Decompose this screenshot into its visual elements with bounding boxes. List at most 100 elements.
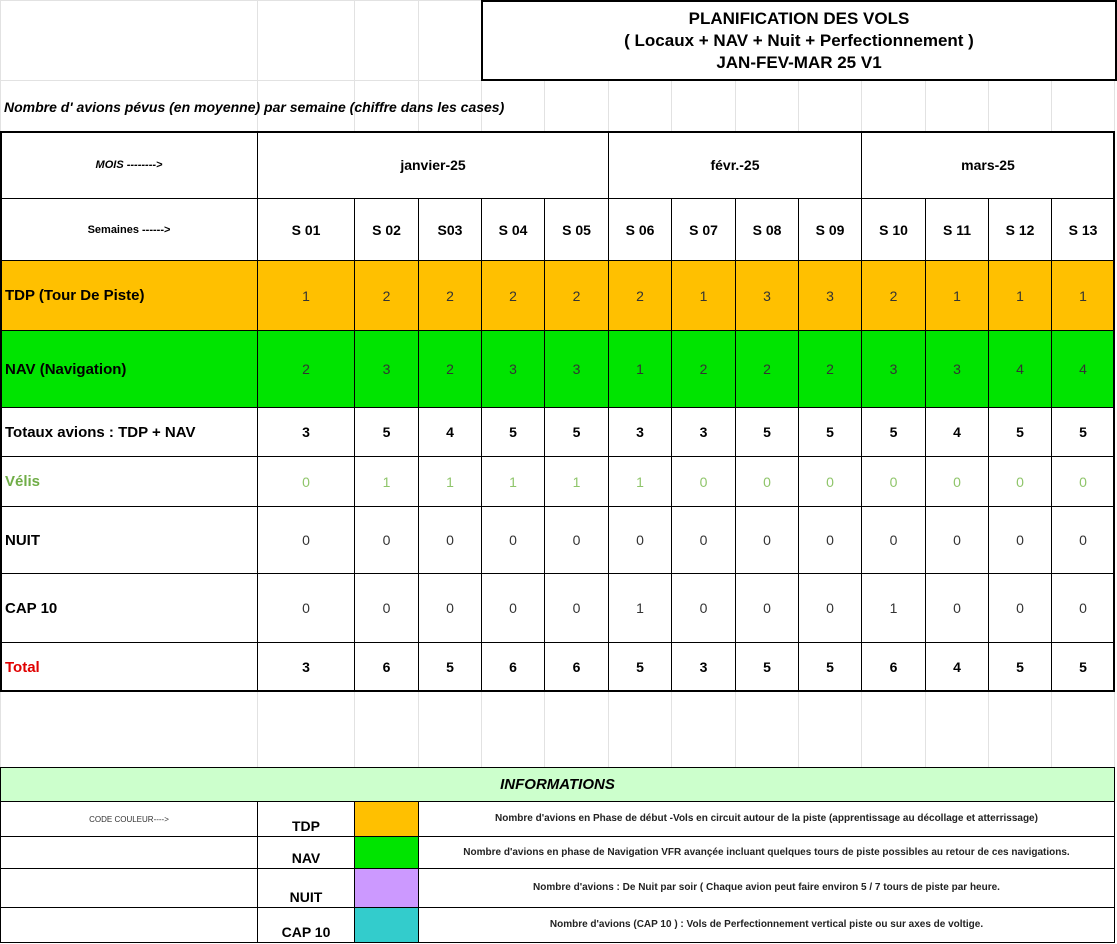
color-swatch xyxy=(354,836,419,869)
value-cell: 3 xyxy=(257,642,355,692)
value-cell: 0 xyxy=(861,456,926,507)
value-cell: 0 xyxy=(481,506,545,574)
title-box: PLANIFICATION DES VOLS( Locaux + NAV + N… xyxy=(481,0,1117,81)
row-label: CAP 10 xyxy=(0,573,258,643)
value-cell: 5 xyxy=(354,407,419,457)
value-cell: 6 xyxy=(544,642,609,692)
value-cell: 4 xyxy=(925,407,989,457)
grid-cell xyxy=(735,691,799,768)
value-cell: 1 xyxy=(1051,260,1115,331)
grid-cell xyxy=(798,80,862,132)
grid-cell xyxy=(671,691,736,768)
color-swatch xyxy=(354,868,419,908)
title-line: JAN-FEV-MAR 25 V1 xyxy=(716,52,882,72)
title-line: PLANIFICATION DES VOLS xyxy=(688,8,910,28)
value-cell: 0 xyxy=(925,456,989,507)
value-cell: 5 xyxy=(418,642,482,692)
value-cell: 1 xyxy=(861,573,926,643)
value-cell: 1 xyxy=(608,573,672,643)
week: S03 xyxy=(418,198,482,261)
grid-cell xyxy=(354,691,419,768)
week: S 09 xyxy=(798,198,862,261)
info-name: TDP xyxy=(257,801,355,837)
value-cell: 0 xyxy=(988,506,1052,574)
value-cell: 2 xyxy=(481,260,545,331)
value-cell: 5 xyxy=(798,407,862,457)
value-cell: 2 xyxy=(257,330,355,408)
value-cell: 0 xyxy=(988,456,1052,507)
row-label: NAV (Navigation) xyxy=(0,330,258,408)
info-name: NUIT xyxy=(257,868,355,908)
value-cell: 6 xyxy=(861,642,926,692)
value-cell: 1 xyxy=(925,260,989,331)
grid-cell xyxy=(418,0,482,81)
month-label: MOIS --------> xyxy=(0,131,258,199)
grid-cell xyxy=(481,691,545,768)
value-cell: 6 xyxy=(354,642,419,692)
value-cell: 0 xyxy=(257,573,355,643)
value-cell: 1 xyxy=(418,456,482,507)
grid-cell xyxy=(861,691,926,768)
value-cell: 5 xyxy=(544,407,609,457)
info-title: INFORMATIONS xyxy=(0,767,1115,802)
value-cell: 5 xyxy=(735,407,799,457)
grid-cell xyxy=(861,80,926,132)
value-cell: 3 xyxy=(735,260,799,331)
grid-cell xyxy=(0,0,258,81)
value-cell: 3 xyxy=(608,407,672,457)
value-cell: 0 xyxy=(988,573,1052,643)
month: mars-25 xyxy=(861,131,1115,199)
value-cell: 4 xyxy=(418,407,482,457)
grid-cell xyxy=(925,691,989,768)
value-cell: 5 xyxy=(988,642,1052,692)
grid-cell xyxy=(257,691,355,768)
info-description: Nombre d'avions en Phase de début -Vols … xyxy=(418,801,1115,837)
value-cell: 5 xyxy=(861,407,926,457)
value-cell: 2 xyxy=(735,330,799,408)
color-swatch xyxy=(354,907,419,943)
grid-cell xyxy=(354,0,419,81)
grid-cell xyxy=(988,691,1052,768)
value-cell: 0 xyxy=(544,506,609,574)
value-cell: 3 xyxy=(798,260,862,331)
info-description: Nombre d'avions en phase de Navigation V… xyxy=(418,836,1115,869)
value-cell: 0 xyxy=(798,456,862,507)
value-cell: 0 xyxy=(735,456,799,507)
value-cell: 3 xyxy=(861,330,926,408)
week-label: Semaines ------> xyxy=(0,198,258,261)
value-cell: 4 xyxy=(988,330,1052,408)
value-cell: 5 xyxy=(988,407,1052,457)
value-cell: 2 xyxy=(608,260,672,331)
row-label: TDP (Tour De Piste) xyxy=(0,260,258,331)
grid-cell xyxy=(1051,691,1115,768)
week: S 12 xyxy=(988,198,1052,261)
week: S 08 xyxy=(735,198,799,261)
value-cell: 0 xyxy=(735,506,799,574)
value-cell: 1 xyxy=(671,260,736,331)
title-line: ( Locaux + NAV + Nuit + Perfectionnement… xyxy=(624,30,974,50)
grid-cell xyxy=(925,80,989,132)
value-cell: 0 xyxy=(735,573,799,643)
value-cell: 0 xyxy=(418,506,482,574)
value-cell: 1 xyxy=(988,260,1052,331)
empty-cell xyxy=(0,836,258,869)
value-cell: 4 xyxy=(1051,330,1115,408)
value-cell: 1 xyxy=(354,456,419,507)
row-label: Vélis xyxy=(0,456,258,507)
value-cell: 3 xyxy=(481,330,545,408)
grid-cell xyxy=(418,691,482,768)
value-cell: 1 xyxy=(257,260,355,331)
value-cell: 3 xyxy=(257,407,355,457)
value-cell: 3 xyxy=(925,330,989,408)
week: S 11 xyxy=(925,198,989,261)
value-cell: 0 xyxy=(257,506,355,574)
week: S 13 xyxy=(1051,198,1115,261)
week: S 06 xyxy=(608,198,672,261)
week: S 02 xyxy=(354,198,419,261)
value-cell: 1 xyxy=(481,456,545,507)
value-cell: 3 xyxy=(671,642,736,692)
value-cell: 2 xyxy=(418,260,482,331)
value-cell: 6 xyxy=(481,642,545,692)
value-cell: 1 xyxy=(608,330,672,408)
value-cell: 0 xyxy=(925,506,989,574)
